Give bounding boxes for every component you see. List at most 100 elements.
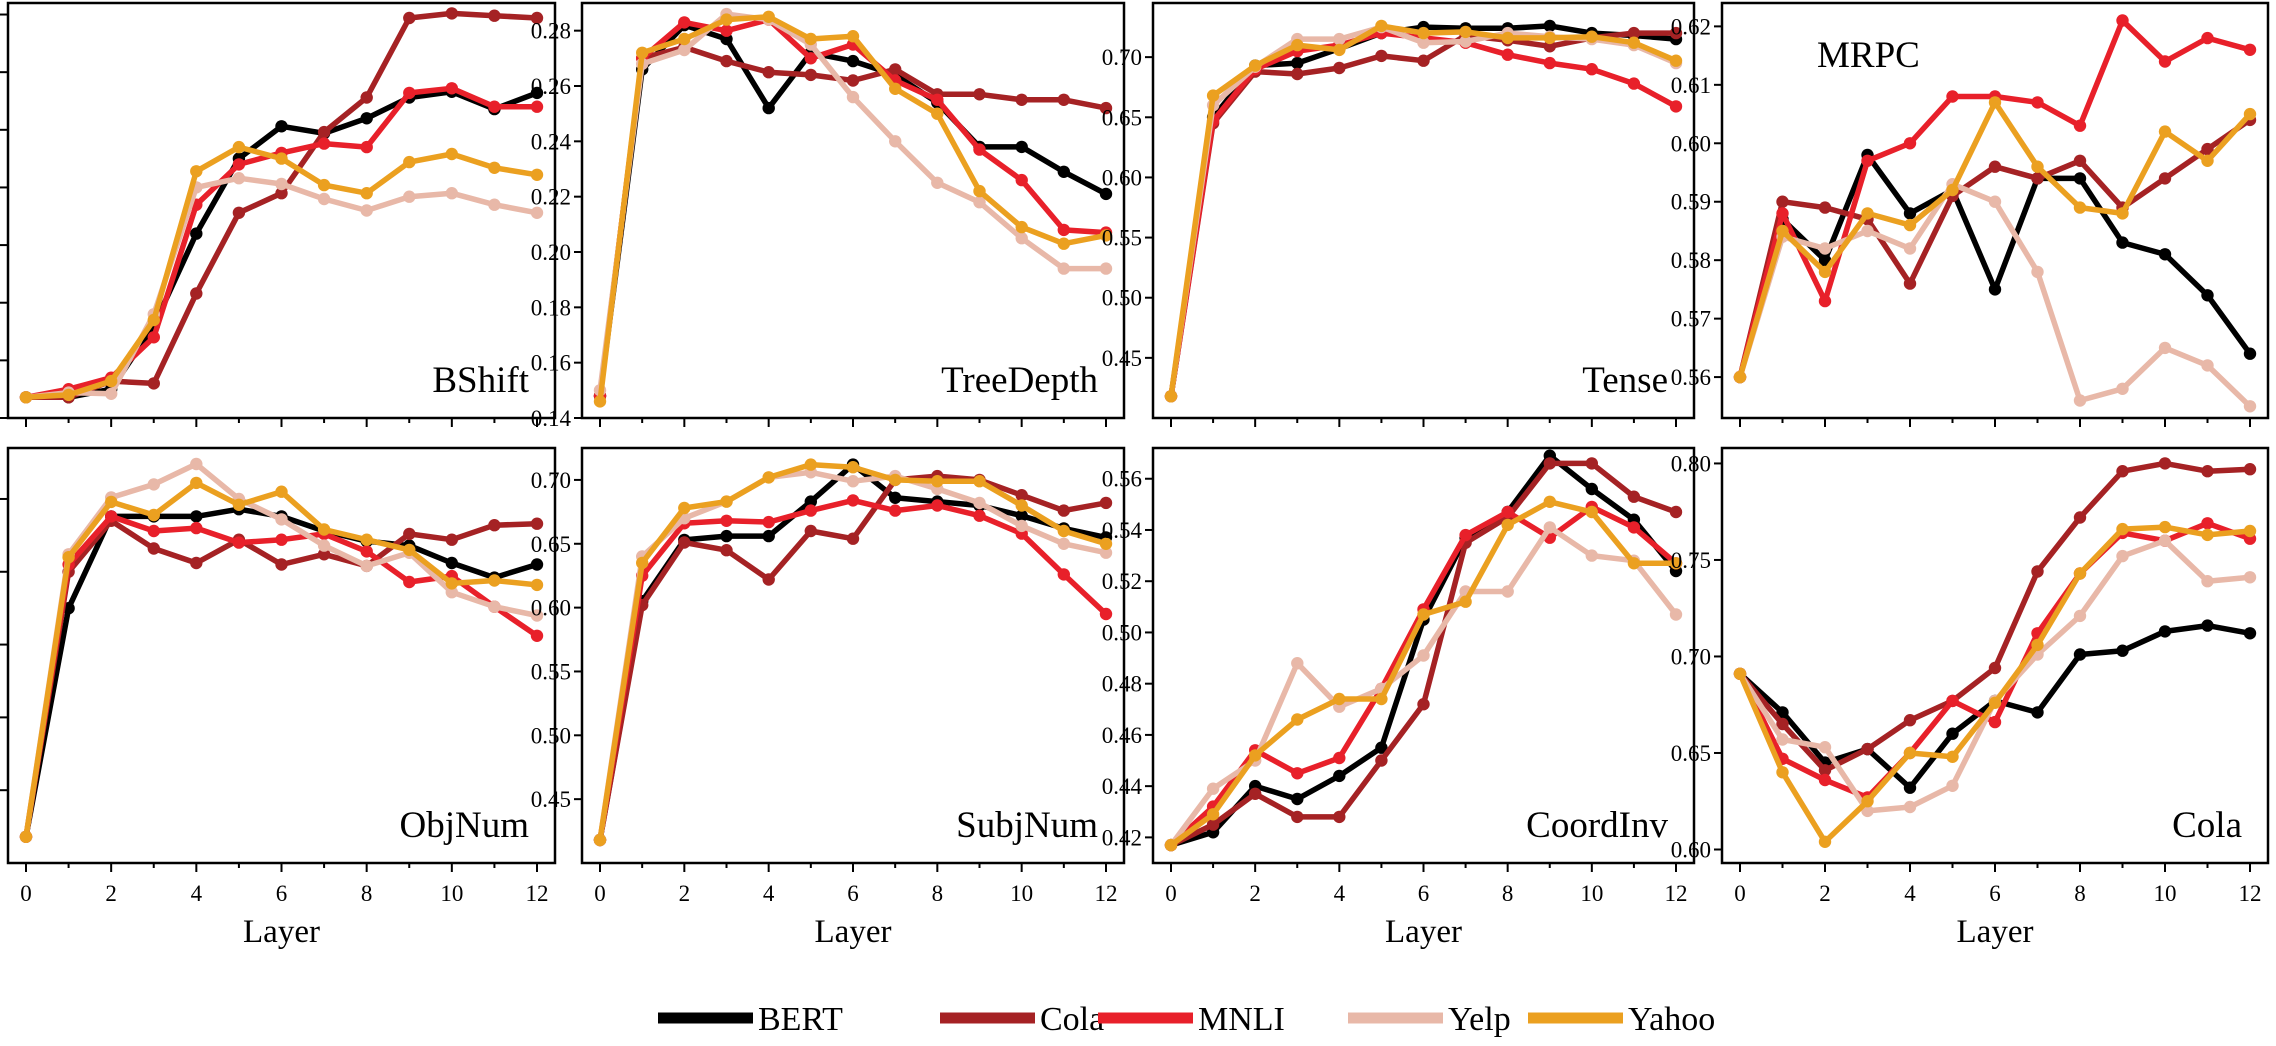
panel-objnum: 0.450.500.550.600.65024681012LayerObjNum (0, 446, 557, 950)
data-point-yahoo (2031, 638, 2044, 652)
data-point-mnli (1501, 505, 1514, 519)
data-point-yahoo (762, 10, 775, 23)
data-point-yahoo (931, 475, 944, 488)
data-point-yelp (1946, 779, 1959, 792)
x-tick-label: 2 (679, 881, 691, 906)
data-point-mnli (360, 140, 373, 154)
panel-title: ObjNum (400, 805, 530, 846)
panel-title: SubjNum (956, 805, 1098, 846)
data-point-mnli (804, 504, 817, 517)
data-point-bert (530, 558, 544, 571)
data-point-mnli (931, 499, 944, 512)
data-point-mnli (530, 629, 544, 642)
data-point-mnli (973, 509, 986, 522)
data-point-cola (1206, 818, 1220, 831)
data-point-yahoo (1291, 713, 1304, 726)
data-point-yahoo (1015, 220, 1028, 234)
data-point-cola (678, 536, 691, 549)
data-point-bert (2116, 236, 2129, 249)
data-point-bert (846, 54, 860, 68)
y-tick-label: 0.50 (1102, 620, 1142, 645)
data-point-yelp (1669, 608, 1683, 621)
data-point-cola (1099, 101, 1113, 115)
data-point-yelp (1818, 741, 1832, 754)
legend-label-mnli: MNLI (1198, 1001, 1285, 1038)
data-point-mnli (147, 524, 160, 538)
data-point-cola (2073, 511, 2087, 524)
data-point-cola (445, 533, 458, 546)
data-point-mnli (105, 510, 118, 523)
data-point-cola (1333, 61, 1346, 75)
data-point-bert (2243, 627, 2257, 640)
y-tick-label: 0.62 (1671, 14, 1711, 39)
data-point-yahoo (1099, 537, 1113, 550)
data-point-bert (2031, 706, 2044, 719)
data-point-yahoo (1818, 265, 1832, 279)
data-point-yahoo (2201, 154, 2214, 167)
data-point-bert (190, 227, 203, 240)
data-point-yelp (275, 177, 288, 191)
data-point-bert (2158, 248, 2172, 261)
y-tick-label: 0.55 (1102, 226, 1142, 251)
y-tick-label: 0.45 (1102, 346, 1142, 371)
data-point-cola (1776, 195, 1789, 208)
data-point-yelp (317, 539, 331, 552)
x-tick-label: 6 (847, 881, 859, 906)
data-point-cola (720, 54, 733, 68)
y-tick-label: 0.58 (1671, 248, 1711, 273)
data-point-yahoo (19, 830, 33, 843)
data-point-cola (1585, 457, 1599, 470)
data-point-bert (190, 510, 203, 523)
data-point-yahoo (973, 475, 986, 488)
data-point-mnli (762, 515, 775, 529)
data-point-yahoo (488, 574, 501, 587)
y-tick-label: 0.60 (1102, 165, 1142, 190)
data-point-mnli (973, 143, 986, 156)
data-point-cola (846, 74, 860, 87)
data-point-yahoo (636, 556, 649, 570)
x-tick-label: 4 (1334, 881, 1346, 906)
y-tick-label: 0.60 (1671, 131, 1711, 156)
data-point-yahoo (762, 471, 775, 484)
x-tick-label: 2 (1249, 881, 1261, 906)
data-point-yahoo (147, 508, 160, 522)
y-tick-label: 0.28 (531, 19, 571, 44)
data-point-cola (275, 187, 288, 200)
data-point-yahoo (360, 533, 373, 546)
data-point-yelp (973, 196, 986, 209)
data-point-yelp (275, 513, 288, 526)
data-point-yelp (360, 204, 373, 217)
data-point-yahoo (931, 107, 944, 120)
x-tick-label: 2 (105, 881, 117, 906)
data-point-yahoo (530, 168, 544, 181)
plot-frame (6, 1, 557, 420)
data-point-yelp (105, 387, 118, 400)
data-point-yahoo (1585, 30, 1599, 43)
plot-frame (580, 446, 1126, 865)
data-point-mnli (1057, 568, 1071, 581)
data-point-yahoo (1015, 499, 1028, 512)
data-point-cola (1015, 489, 1028, 502)
data-point-mnli (1776, 207, 1789, 220)
legend-label-yelp: Yelp (1448, 1001, 1511, 1038)
data-point-mnli (360, 545, 373, 558)
data-point-mnli (2201, 31, 2214, 45)
x-axis-label: Layer (1385, 914, 1462, 950)
legend: BERT Cola MNLI Yelp Yahoo (658, 1001, 1715, 1038)
x-tick-label: 8 (2074, 881, 2086, 906)
data-point-cola (232, 206, 246, 219)
y-tick-label: 0.55 (531, 659, 571, 684)
data-point-yelp (2116, 382, 2129, 395)
data-point-yahoo (2116, 522, 2129, 536)
data-point-yahoo (530, 578, 544, 592)
data-point-yelp (1988, 195, 2002, 208)
y-tick-label: 0.60 (1671, 837, 1711, 862)
data-point-cola (2031, 172, 2044, 185)
data-point-cola (317, 548, 331, 561)
data-point-yelp (2073, 394, 2087, 407)
series-line-yahoo (1737, 99, 2253, 380)
data-point-cola (317, 125, 331, 139)
series-line-cola (23, 10, 540, 401)
data-point-cola (1249, 787, 1262, 800)
data-point-yahoo (360, 187, 373, 200)
